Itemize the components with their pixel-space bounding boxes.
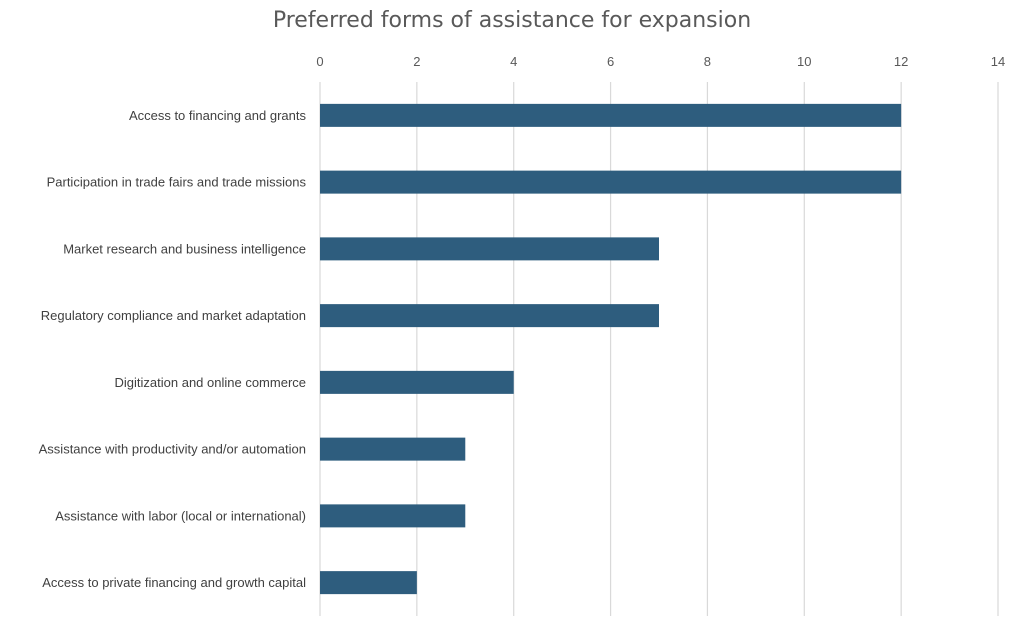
bars [320,103,902,595]
x-tick-label: 2 [413,54,420,69]
bar [320,170,902,194]
x-tick-label: 4 [510,54,517,69]
x-tick-label: 12 [894,54,908,69]
category-label: Digitization and online commerce [115,375,306,390]
bar [320,571,417,595]
category-label: Assistance with labor (local or internat… [55,508,306,523]
bar [320,304,659,328]
x-tick-label: 10 [797,54,811,69]
category-label: Regulatory compliance and market adaptat… [41,308,306,323]
bar [320,370,514,394]
category-label: Market research and business intelligenc… [63,241,306,256]
chart-title: Preferred forms of assistance for expans… [272,8,752,33]
x-tick-label: 0 [316,54,323,69]
category-label: Access to financing and grants [129,108,307,123]
category-label: Assistance with productivity and/or auto… [39,442,306,457]
gridlines [319,82,999,616]
x-tick-label: 8 [704,54,711,69]
x-axis-ticks: 0 2 4 6 8 10 12 14 [316,54,1005,69]
x-tick-label: 14 [991,54,1005,69]
bar [320,103,902,127]
x-tick-label: 6 [607,54,614,69]
category-labels: Access to financing and grants Participat… [39,108,307,590]
category-label: Participation in trade fairs and trade m… [47,175,307,190]
bar [320,504,466,528]
bar [320,237,659,261]
category-label: Access to private financing and growth c… [42,575,306,590]
bar [320,437,466,461]
